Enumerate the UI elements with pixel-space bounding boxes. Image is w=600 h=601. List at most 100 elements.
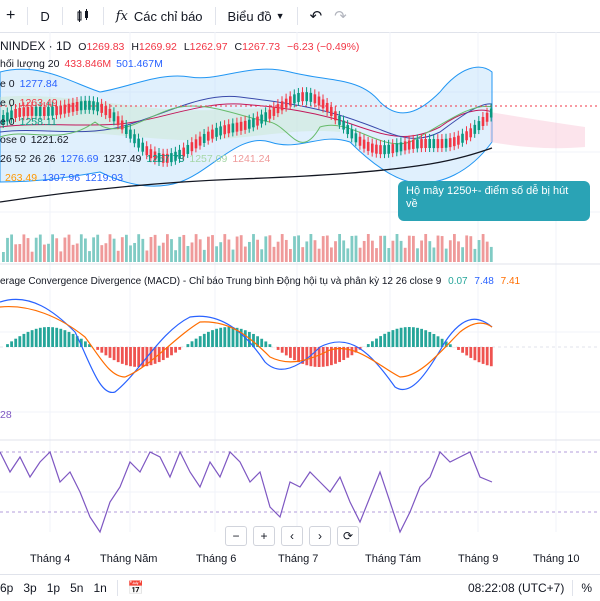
axis-label: Tháng 7 [278,553,318,565]
candle-body [264,112,267,121]
range-3p[interactable]: 3p [23,581,36,595]
volume-bar [51,234,54,262]
macd-histogram-bar [187,344,190,347]
candle-body [211,130,214,139]
add-symbol-button[interactable]: + [0,4,21,28]
volume-bar [371,241,374,262]
candle-body [351,129,354,138]
range-6p[interactable]: 6p [0,581,13,595]
macd-hist-value: 0.07 [448,276,467,287]
macd-histogram-bar [277,347,280,350]
zoom-out-button[interactable]: − [225,526,247,546]
volume-bar [191,242,194,262]
annotation-text: Hộ mây 1250+- điểm số dễ bị hút về [406,185,568,210]
volume-bar [228,240,231,262]
volume-bar [334,241,337,262]
range-1n[interactable]: 1n [93,581,106,595]
interval-button[interactable]: D [34,4,55,28]
volume-bar [43,245,46,262]
candle-body [330,107,333,116]
reset-chart-button[interactable]: ⟳ [337,526,359,546]
volume-bar [244,247,247,262]
candles-icon[interactable] [69,4,97,28]
open-value: 1269.83 [86,41,124,53]
chart-type-button[interactable]: Biểu đồ ▼ [222,4,291,28]
volume-bar [88,251,91,262]
indicators-button[interactable]: fx Các chỉ báo [110,4,209,28]
axis-label: Tháng 10 [533,553,579,565]
candle-body [408,141,411,150]
macd-histogram-bar [469,347,472,358]
annotation-callout[interactable]: Hộ mây 1250+- điểm số dễ bị hút về [398,181,590,221]
volume-bar [285,240,288,262]
candle-body [277,104,280,113]
volume-bar [14,244,17,262]
volume-bar [428,241,431,262]
macd-histogram-bar [338,347,341,362]
percent-toggle[interactable]: % [581,581,592,595]
indicator-value: 1258.11 [20,116,57,128]
candle-body [121,120,124,129]
redo-icon[interactable]: ↷ [328,4,353,28]
candle-body [326,103,329,112]
macd-histogram-bar [387,332,390,347]
undo-icon[interactable]: ↶ [304,4,329,28]
volume-bar [187,246,190,262]
indicator-value: 1263.49 [20,97,58,109]
volume-bar [375,248,378,262]
macd-histogram-bar [305,347,308,365]
volume-bar [314,240,317,262]
candle-body [109,109,112,118]
volume-bar [133,243,136,262]
candle-body [392,144,395,153]
indicator-value: 1219.03 [85,172,123,184]
axis-label: Tháng Tám [365,553,421,565]
macd-histogram-bar [51,327,54,347]
macd-histogram-bar [18,336,21,347]
volume-bar [330,247,333,262]
macd-histogram-bar [420,329,423,347]
volume-bar [408,236,411,262]
volume-bar [178,237,181,262]
macd-histogram-bar [162,347,165,360]
scroll-right-button[interactable]: › [309,526,331,546]
volume-bar [219,242,222,262]
macd-histogram-bar [223,327,226,347]
volume-bar [2,252,5,262]
macd-histogram-bar [96,347,99,350]
macd-histogram-bar [55,328,58,347]
volume-bar [146,250,149,262]
scroll-left-button[interactable]: ‹ [281,526,303,546]
macd-histogram-bar [43,327,46,347]
candle-body [281,101,284,110]
chart-area[interactable] [0,32,600,552]
macd-legend[interactable]: erage Convergence Divergence (MACD) - Ch… [0,276,520,287]
toolbar-divider [297,7,298,25]
candle-body [469,128,472,137]
calendar-icon[interactable]: 📅 [128,580,144,596]
indicator-value: 433.846M [64,58,111,70]
macd-title: erage Convergence Divergence (MACD) - Ch… [0,276,441,287]
volume-bar [207,237,210,262]
time-axis[interactable]: Tháng 4 Tháng Năm Tháng 6 Tháng 7 Tháng … [0,553,600,567]
volume-bar [453,234,456,262]
range-5n[interactable]: 5n [70,581,83,595]
symbol-label[interactable]: NINDEX · 1D [0,39,71,53]
zoom-in-button[interactable]: + [253,526,275,546]
volume-bar [39,235,42,262]
candle-body [359,137,362,146]
macd-histogram-bar [215,329,218,347]
macd-histogram-bar [437,336,440,347]
ohlc-legend[interactable]: NINDEX · 1D O1269.83 H1269.92 L1262.97 C… [0,39,359,53]
volume-bar [322,236,325,262]
macd-histogram-bar [289,347,292,358]
time-display[interactable]: 08:22:08 (UTC+7) [468,581,564,595]
range-1p[interactable]: 1p [47,581,60,595]
